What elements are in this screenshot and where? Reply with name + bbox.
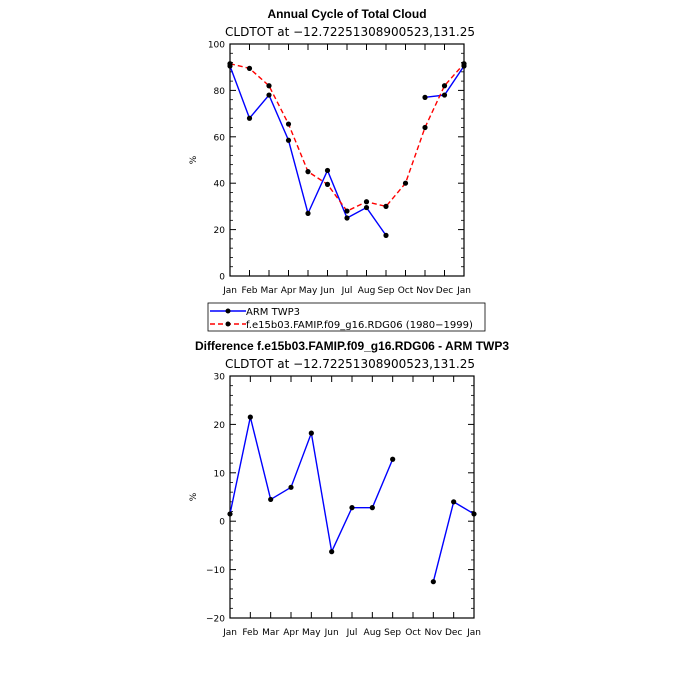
x-tick-label: Nov bbox=[416, 286, 434, 296]
annual-cycle-chart: Annual Cycle of Total Cloud CLDTOT at −1… bbox=[189, 7, 486, 332]
y-axis-label: % bbox=[189, 492, 199, 501]
y-tick-label: 80 bbox=[214, 87, 226, 97]
difference-chart: Difference f.e15b03.FAMIP.f09_g16.RDG06 … bbox=[189, 339, 509, 638]
series-primary-line bbox=[432, 500, 475, 582]
x-tick-label: Aug bbox=[358, 286, 376, 296]
chart-subtitle: CLDTOT at −12.72251308900523,131.25 bbox=[225, 25, 475, 39]
data-point bbox=[268, 496, 274, 503]
x-tick-label: Oct bbox=[398, 286, 414, 296]
y-tick-label: 20 bbox=[214, 421, 226, 431]
data-point bbox=[285, 137, 292, 143]
legend-marker-model bbox=[225, 321, 231, 327]
x-tick-label: Sep bbox=[378, 286, 395, 296]
data-point bbox=[305, 169, 311, 175]
data-point bbox=[451, 499, 457, 505]
data-point bbox=[461, 61, 467, 67]
data-point bbox=[285, 121, 292, 127]
data-point bbox=[369, 505, 375, 511]
data-point bbox=[324, 167, 331, 174]
data-point bbox=[288, 484, 294, 490]
y-tick-label: 30 bbox=[214, 373, 226, 383]
chart-title: Difference f.e15b03.FAMIP.f09_g16.RDG06 … bbox=[195, 339, 509, 353]
x-tick-label: Jan bbox=[222, 286, 237, 296]
y-tick-label: −20 bbox=[206, 615, 225, 625]
x-tick-label: Apr bbox=[283, 628, 299, 638]
data-point bbox=[383, 232, 389, 238]
x-tick-label: Oct bbox=[405, 628, 421, 638]
data-point bbox=[441, 83, 448, 89]
data-point bbox=[266, 83, 272, 89]
data-point bbox=[363, 204, 370, 211]
data-point bbox=[441, 92, 448, 98]
y-tick-label: 10 bbox=[214, 469, 226, 479]
x-tick-label: Jun bbox=[324, 628, 339, 638]
data-point bbox=[308, 430, 314, 436]
data-point bbox=[390, 456, 396, 462]
chart-title: Annual Cycle of Total Cloud bbox=[267, 7, 426, 21]
y-tick-label: 100 bbox=[208, 41, 225, 51]
series-secondary-line bbox=[229, 63, 465, 212]
y-tick-label: 40 bbox=[214, 180, 226, 190]
plot-frame bbox=[229, 43, 465, 277]
data-point bbox=[430, 579, 436, 585]
x-tick-label: Apr bbox=[281, 286, 297, 296]
data-point bbox=[344, 215, 350, 221]
x-tick-label: Mar bbox=[261, 286, 278, 296]
data-point bbox=[324, 181, 331, 187]
y-tick-label: 60 bbox=[214, 133, 226, 143]
x-tick-label: Jan bbox=[456, 286, 471, 296]
data-point bbox=[344, 208, 350, 214]
data-point bbox=[363, 199, 370, 205]
data-point bbox=[227, 61, 233, 67]
x-tick-label: Dec bbox=[436, 286, 453, 296]
data-point bbox=[227, 511, 233, 517]
data-point bbox=[329, 549, 335, 555]
legend-marker-obs bbox=[225, 308, 231, 314]
series-primary-line bbox=[229, 416, 394, 555]
x-tick-label: Jan bbox=[466, 628, 481, 638]
x-tick-label: Jul bbox=[346, 628, 358, 638]
x-tick-label: Aug bbox=[364, 628, 382, 638]
data-point bbox=[305, 210, 311, 216]
legend-label-model: f.e15b03.FAMIP.f09_g16.RDG06 (1980−1999) bbox=[246, 320, 473, 331]
data-point bbox=[266, 92, 272, 98]
data-point bbox=[402, 180, 409, 186]
x-tick-label: Dec bbox=[445, 628, 462, 638]
data-point bbox=[247, 414, 253, 420]
y-tick-label: −10 bbox=[206, 566, 225, 576]
chart-subtitle: CLDTOT at −12.72251308900523,131.25 bbox=[225, 357, 475, 371]
y-tick-label: 20 bbox=[214, 226, 226, 236]
x-tick-label: Jan bbox=[222, 628, 237, 638]
x-tick-label: Feb bbox=[242, 286, 258, 296]
x-tick-label: Jul bbox=[341, 286, 353, 296]
data-point bbox=[383, 203, 389, 209]
x-tick-label: Mar bbox=[262, 628, 279, 638]
x-tick-label: Nov bbox=[425, 628, 443, 638]
data-point bbox=[422, 124, 428, 131]
x-tick-label: Jun bbox=[319, 286, 334, 296]
data-point bbox=[349, 505, 355, 511]
data-point bbox=[246, 65, 253, 71]
y-axis-label: % bbox=[189, 155, 199, 164]
legend: ARM TWP3 f.e15b03.FAMIP.f09_g16.RDG06 (1… bbox=[207, 302, 486, 332]
legend-box bbox=[207, 302, 486, 332]
x-tick-label: May bbox=[299, 286, 318, 296]
plot-frame bbox=[229, 375, 475, 619]
y-tick-label: 0 bbox=[219, 273, 225, 283]
x-tick-label: Sep bbox=[384, 628, 401, 638]
x-tick-label: May bbox=[302, 628, 321, 638]
data-point bbox=[422, 94, 428, 100]
x-tick-label: Feb bbox=[242, 628, 258, 638]
legend-label-obs: ARM TWP3 bbox=[246, 307, 300, 318]
data-point bbox=[471, 511, 477, 517]
data-point bbox=[246, 115, 253, 121]
series-primary-line bbox=[229, 65, 387, 236]
y-tick-label: 0 bbox=[219, 518, 225, 528]
